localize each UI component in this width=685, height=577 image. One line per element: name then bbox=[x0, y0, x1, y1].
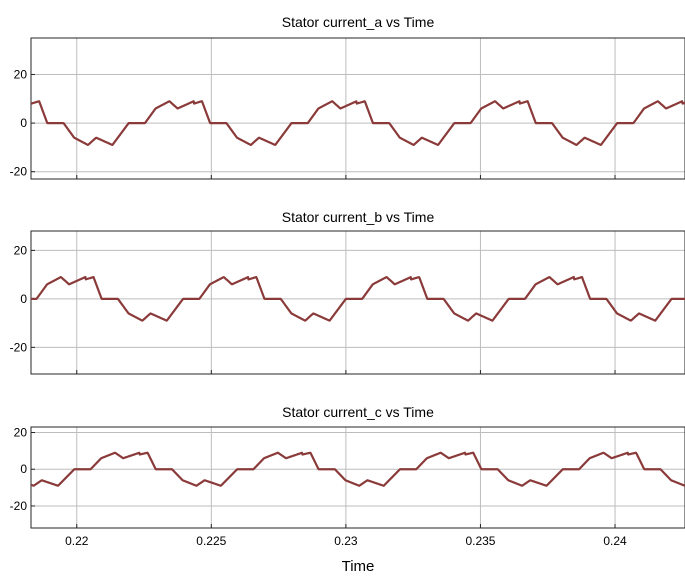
y-tick-label: 20 bbox=[14, 426, 28, 440]
chart-title: Stator current_b vs Time bbox=[282, 209, 435, 225]
plot-border bbox=[30, 37, 685, 180]
plot-border bbox=[30, 230, 685, 375]
x-tick-label: 0.225 bbox=[196, 534, 226, 548]
y-tick-label: 0 bbox=[20, 462, 27, 476]
x-tick-label: 0.23 bbox=[334, 534, 358, 548]
y-tick-label: 0 bbox=[20, 292, 27, 306]
y-tick-label: 20 bbox=[14, 243, 28, 257]
chart-title: Stator current_c vs Time bbox=[282, 404, 434, 420]
y-tick-label: 20 bbox=[14, 67, 28, 81]
y-tick-label: 0 bbox=[20, 116, 27, 130]
x-axis-label: Time bbox=[342, 558, 375, 575]
chart-panel-3: 0.22 0.225 0.23 0.235 0.24 -20 0 20 Stator curre… bbox=[10, 404, 685, 575]
y-tick-label: -20 bbox=[10, 165, 28, 179]
series-line bbox=[31, 451, 685, 487]
x-tick-label: 0.24 bbox=[603, 534, 627, 548]
plot-area bbox=[30, 37, 685, 180]
x-tick-label: 0.22 bbox=[65, 534, 89, 548]
x-tick-label: 0.235 bbox=[465, 534, 495, 548]
series-line bbox=[31, 100, 685, 147]
plot-area bbox=[30, 230, 685, 375]
chart-panel-2: -20 0 20 Stator current_b vs Time bbox=[10, 209, 685, 375]
plot-area bbox=[30, 426, 685, 529]
y-tick-label: -20 bbox=[10, 499, 28, 513]
y-tick-label: -20 bbox=[10, 340, 28, 354]
plot-border bbox=[30, 426, 685, 529]
series-line bbox=[31, 275, 685, 322]
chart-title: Stator current_a vs Time bbox=[282, 14, 435, 30]
chart-panel-1: -20 0 20 Stator current_a vs Time bbox=[10, 14, 685, 180]
